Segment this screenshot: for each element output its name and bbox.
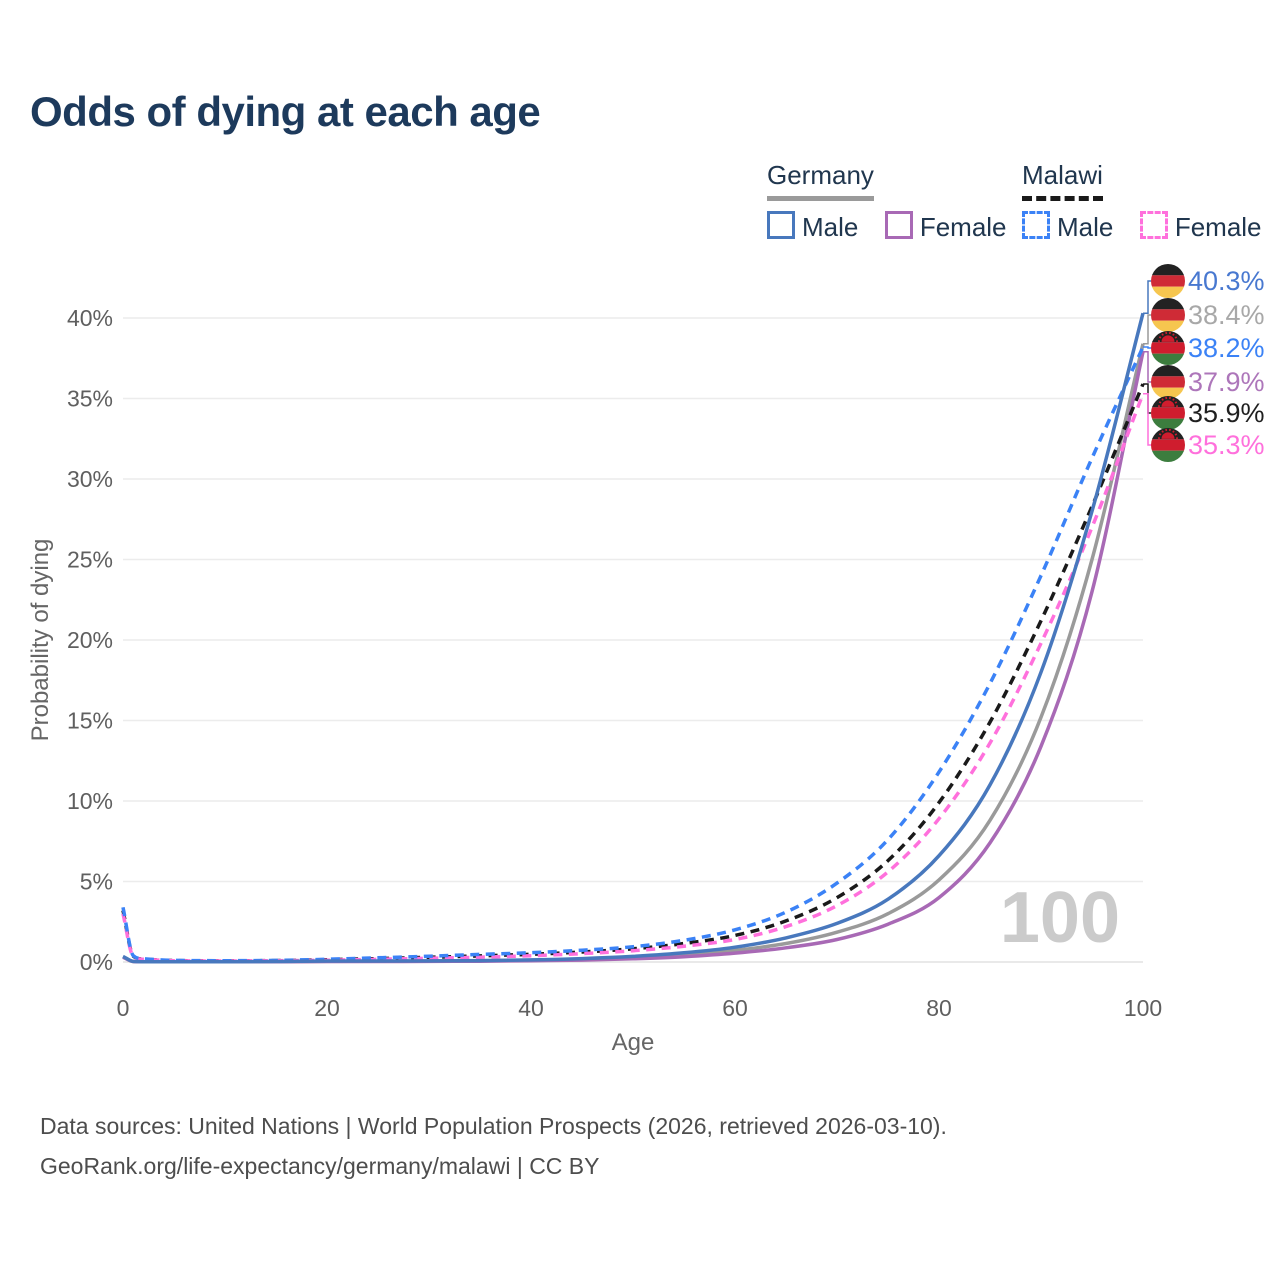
x-tick-label: 40: [518, 995, 544, 1021]
end-label-germany-female[interactable]: 37.9%: [1143, 351, 1265, 400]
germany-flag-icon: [1151, 298, 1185, 332]
leader-line: [1143, 280, 1151, 314]
x-tick-label: 60: [722, 995, 748, 1021]
malawi-flag-icon: [1151, 428, 1185, 462]
y-tick-label: 35%: [67, 386, 113, 412]
end-label-malawi-both[interactable]: 35.9%: [1143, 383, 1265, 431]
legend-swatch-malawi-female[interactable]: [1139, 211, 1168, 239]
footer-attribution: GeoRank.org/life-expectancy/germany/mala…: [40, 1153, 600, 1179]
legend-header-germany[interactable]: Germany: [767, 160, 874, 201]
legend-swatch-germany-female[interactable]: [884, 211, 913, 239]
footer-data-sources: Data sources: United Nations | World Pop…: [40, 1113, 947, 1139]
end-labels: 40.3% 38.4%38.2% 37.9%35.9%35.3%: [1143, 264, 1265, 463]
gridlines: [123, 317, 1143, 963]
age-watermark: 100: [1000, 878, 1120, 958]
end-label-value: 38.4%: [1188, 300, 1265, 330]
legend-swatch-malawi-male[interactable]: [1022, 211, 1050, 239]
germany-flag-icon: [1151, 365, 1185, 399]
leader-line: [1143, 346, 1151, 349]
leader-line: [1143, 383, 1151, 414]
x-tick-label: 100: [1124, 995, 1162, 1021]
end-label-malawi-male[interactable]: 38.2%: [1143, 331, 1265, 366]
end-label-germany-both[interactable]: 38.4%: [1143, 298, 1265, 345]
y-tick-label: 20%: [67, 627, 113, 653]
end-label-value: 40.3%: [1188, 266, 1265, 296]
x-tick-label: 80: [926, 995, 952, 1021]
y-axis-title: Probability of dying: [27, 539, 54, 742]
series-curves: [121, 312, 1145, 964]
x-tick-label: 0: [117, 995, 130, 1021]
curve-germany-both[interactable]: [122, 343, 1145, 964]
x-tick-label: 20: [314, 995, 340, 1021]
footer: Data sources: United Nations | World Pop…: [40, 1106, 947, 1186]
curve-malawi-female[interactable]: [121, 393, 1145, 963]
curve-malawi-both[interactable]: [121, 383, 1145, 963]
y-tick-label: 30%: [67, 466, 113, 492]
axis-tick-labels: 0% 5% 10% 15% 20% 25% 30% 35% 40% 0 20 40 60 80 100: [67, 305, 1162, 1021]
leader-line: [1143, 351, 1151, 383]
legend-group-germany: Germany Male Female: [767, 160, 1007, 243]
leader-line: [1143, 314, 1151, 345]
legend-label-malawi-female[interactable]: Female: [1174, 212, 1262, 242]
page-title: Odds of dying at each age: [30, 88, 541, 135]
y-tick-label: 5%: [80, 869, 113, 895]
end-label-value: 37.9%: [1188, 367, 1265, 397]
legend-label-germany-male[interactable]: Male: [802, 212, 859, 242]
end-label-value: 35.3%: [1188, 430, 1265, 460]
y-tick-label: 10%: [67, 788, 113, 814]
y-tick-label: 25%: [67, 547, 113, 573]
end-label-germany-male[interactable]: 40.3%: [1143, 264, 1265, 314]
y-tick-label: 0%: [80, 949, 113, 975]
legend-swatch-germany-male[interactable]: [767, 211, 795, 239]
legend-header-malawi[interactable]: Malawi: [1022, 160, 1103, 201]
malawi-flag-icon: [1151, 396, 1185, 430]
legend-label-germany-female[interactable]: Female: [919, 212, 1007, 242]
curve-malawi-male[interactable]: [121, 346, 1145, 963]
curve-germany-female[interactable]: [122, 351, 1145, 964]
legend-label-malawi-male[interactable]: Male: [1057, 212, 1114, 242]
end-label-value: 38.2%: [1188, 333, 1265, 363]
leader-line: [1143, 392, 1151, 446]
end-label-malawi-female[interactable]: 35.3%: [1143, 392, 1265, 463]
malawi-flag-icon: [1151, 331, 1185, 365]
y-tick-label: 40%: [67, 305, 113, 331]
x-axis-title: Age: [612, 1029, 655, 1056]
curve-germany-male[interactable]: [122, 312, 1145, 964]
legend-group-malawi: Malawi Male Female: [1022, 160, 1262, 243]
germany-flag-icon: [1151, 264, 1185, 298]
legend: Germany Male Female Malawi Male Female: [0, 160, 1280, 250]
end-label-value: 35.9%: [1188, 398, 1265, 428]
y-tick-label: 15%: [67, 708, 113, 734]
